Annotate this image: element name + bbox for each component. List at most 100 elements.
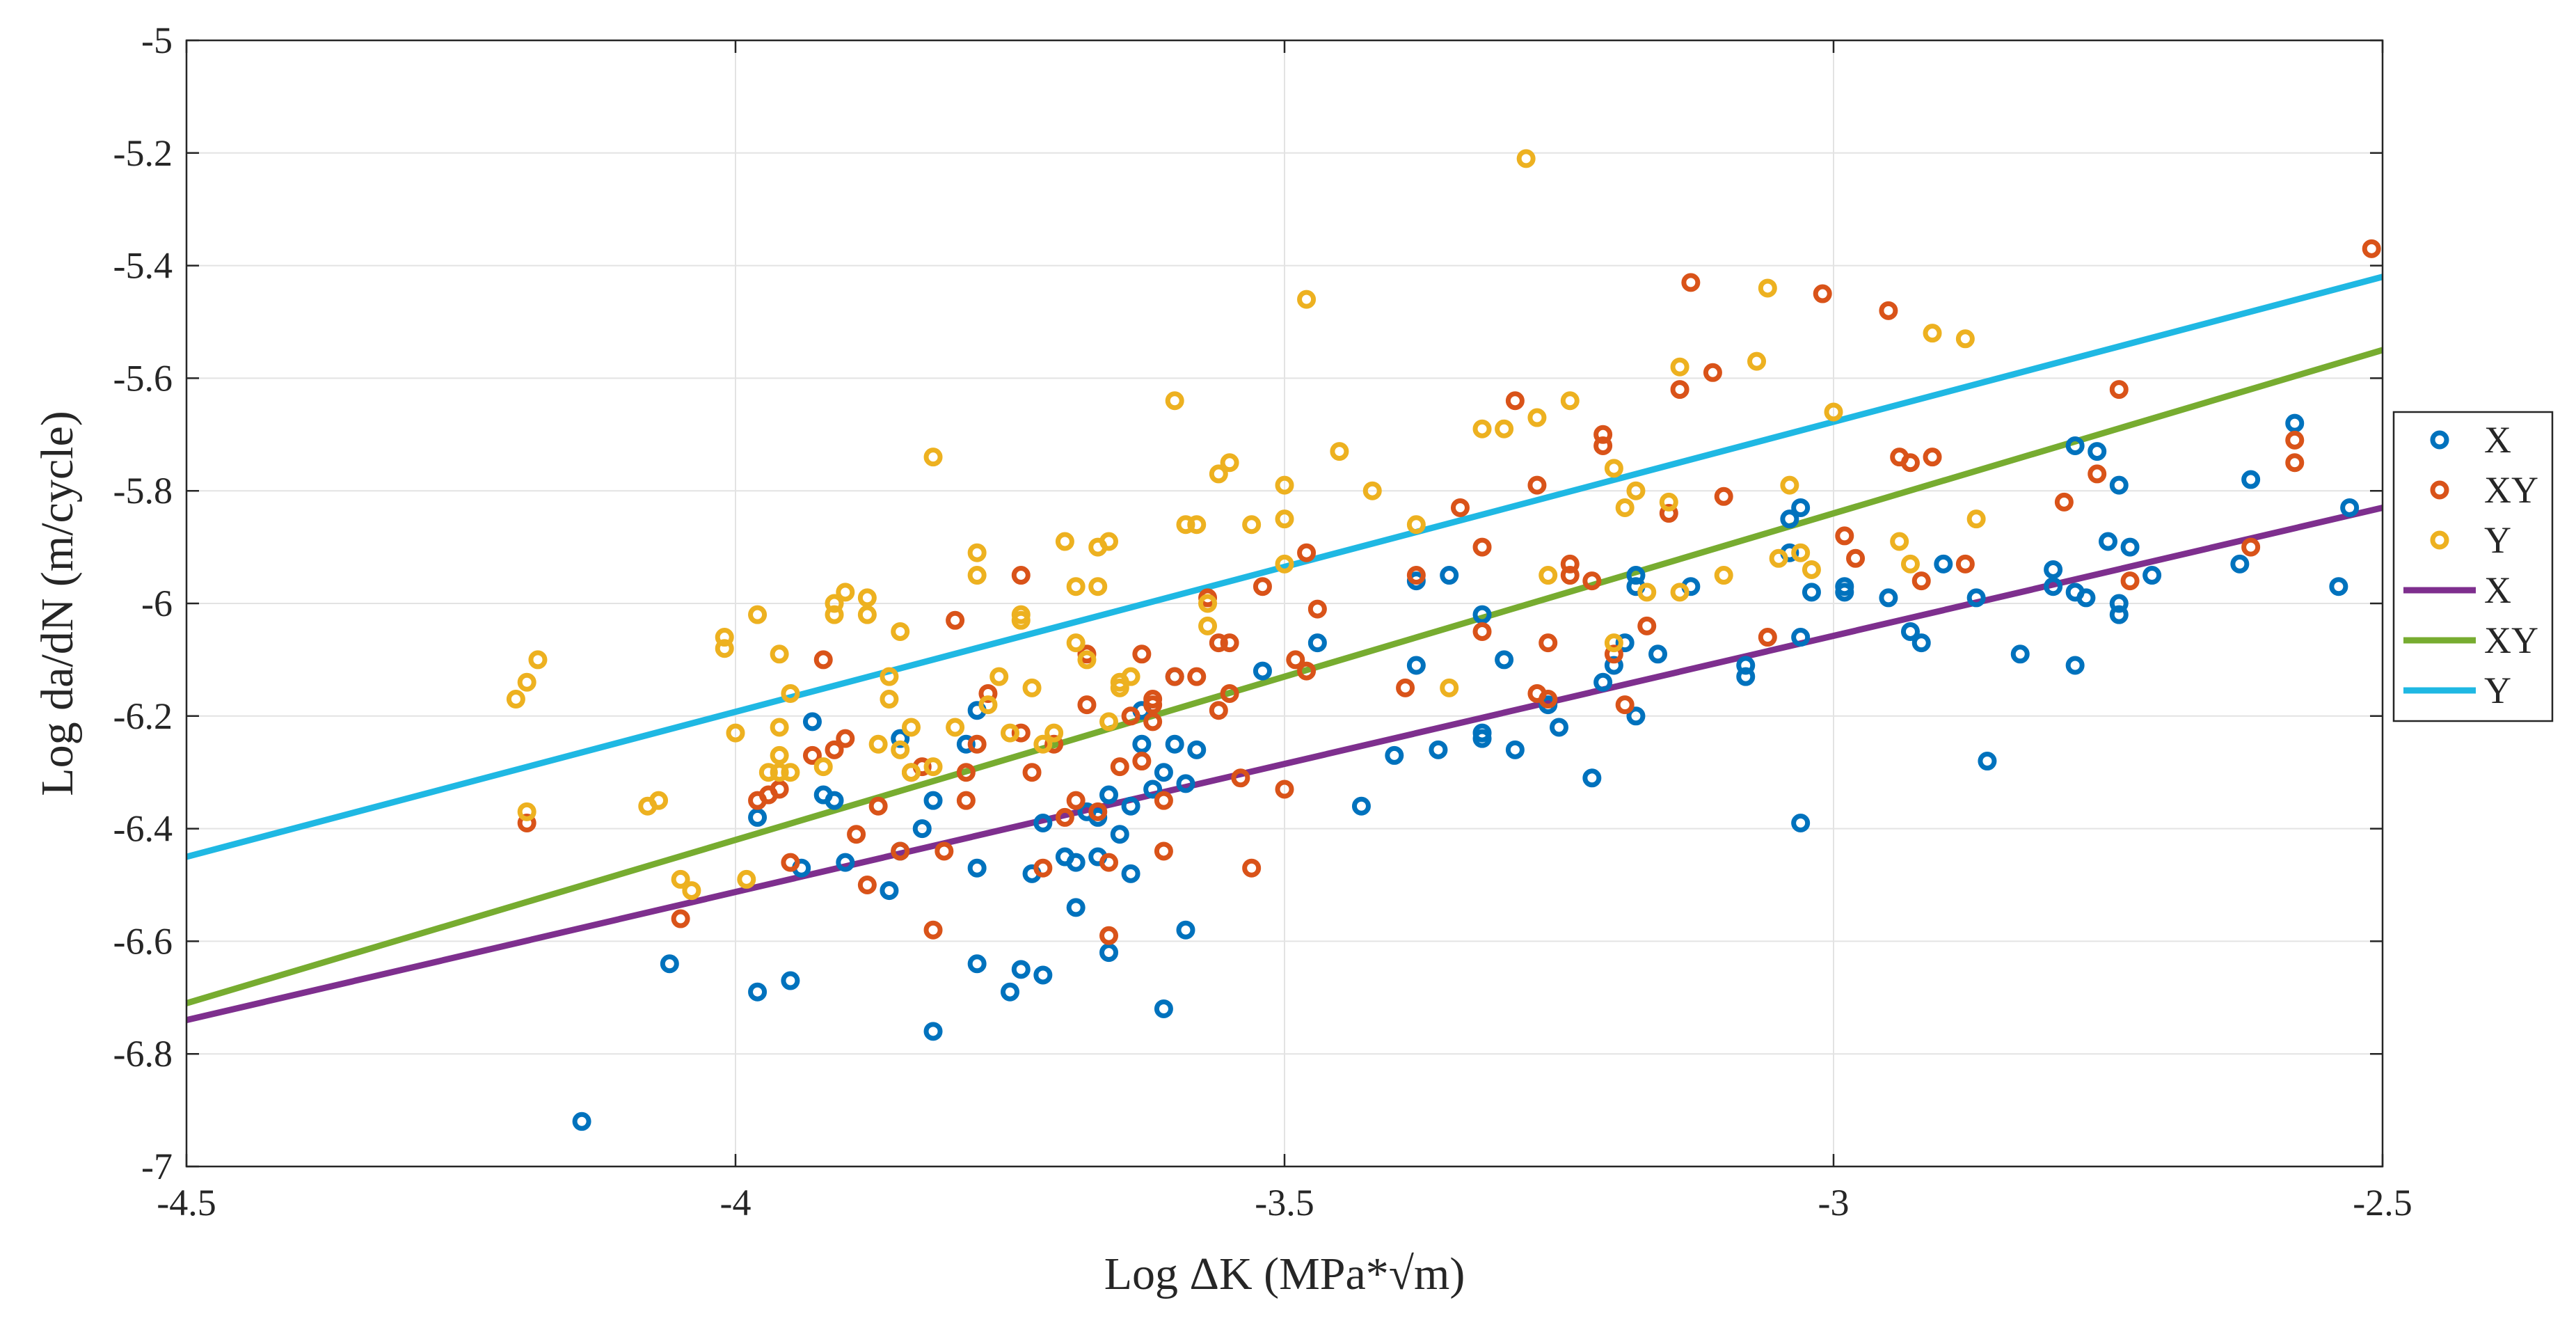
point-xy — [978, 683, 998, 703]
legend-box — [2392, 411, 2554, 722]
point-x — [1176, 920, 1195, 940]
point-y — [1714, 566, 1733, 585]
point-y — [1187, 515, 1207, 535]
point-x — [1099, 785, 1119, 805]
point-xy — [1714, 487, 1733, 506]
point-x — [1791, 498, 1811, 517]
point-y — [1066, 633, 1086, 653]
point-x — [956, 734, 976, 754]
legend-label: X — [2484, 569, 2511, 611]
point-y — [1297, 290, 1317, 309]
y-tick-label: -5.6 — [113, 357, 173, 399]
point-xy — [1879, 301, 1898, 320]
point-y — [1560, 391, 1580, 411]
point-x — [2010, 644, 2030, 664]
point-x — [1802, 583, 1821, 602]
legend-label: Y — [2484, 519, 2511, 561]
point-x — [1001, 982, 1019, 1002]
point-xy — [1539, 690, 1558, 709]
point-xy — [1615, 695, 1635, 715]
point-x — [1385, 745, 1404, 765]
point-y — [891, 740, 910, 759]
point-xy — [956, 763, 976, 782]
point-x — [2088, 442, 2107, 461]
point-y — [1539, 566, 1558, 585]
grid-lines — [186, 40, 2383, 1166]
point-y — [770, 718, 789, 737]
point-y — [813, 757, 833, 777]
point-y — [770, 644, 789, 664]
y-axis-title: Log da/dN (m/cycle) — [32, 411, 83, 796]
point-xy — [825, 740, 844, 759]
point-xy — [1593, 425, 1613, 444]
point-y — [923, 448, 943, 467]
point-xy — [1307, 599, 1327, 619]
point-xy — [1835, 526, 1854, 546]
point-xy — [1297, 543, 1317, 562]
x-tick-label: -3.5 — [1255, 1182, 1314, 1224]
point-xy — [1396, 678, 1415, 697]
point-x — [1165, 734, 1184, 754]
y-tick-label: -6.8 — [113, 1033, 173, 1075]
point-x — [2065, 656, 2085, 675]
point-xy — [1758, 628, 1777, 647]
point-y — [1099, 532, 1119, 551]
point-xy — [1154, 791, 1173, 810]
point-xy — [671, 909, 690, 928]
point-x — [1736, 667, 1756, 686]
point-y — [967, 543, 987, 562]
point-xy — [1143, 695, 1163, 715]
point-y — [1198, 616, 1218, 635]
y-tick-label: -5.8 — [113, 470, 173, 512]
point-y — [1780, 475, 1799, 495]
point-x — [1791, 628, 1811, 647]
point-xy — [2362, 239, 2381, 258]
point-x — [1154, 999, 1173, 1018]
point-y — [1275, 554, 1294, 574]
point-x — [1934, 554, 1953, 574]
point-y — [1615, 498, 1635, 517]
point-x — [1582, 768, 1602, 788]
point-y — [1824, 402, 1843, 422]
point-xy — [1472, 622, 1492, 641]
fit-line-xy — [185, 347, 2384, 1006]
point-xy — [1044, 734, 1064, 754]
point-x — [1406, 656, 1426, 675]
series-y-points — [506, 149, 1986, 901]
point-y — [836, 583, 855, 602]
point-x — [1121, 796, 1140, 816]
point-y — [770, 745, 789, 765]
point-xy — [1297, 661, 1317, 681]
legend-label: XY — [2484, 469, 2538, 511]
point-xy — [935, 841, 954, 861]
point-y — [1165, 391, 1184, 411]
point-xy — [1165, 667, 1184, 686]
point-y — [868, 734, 888, 754]
point-x — [1879, 588, 1898, 608]
point-xy — [813, 650, 833, 670]
point-y — [737, 869, 756, 889]
point-y — [1516, 149, 1536, 168]
x-tick-label: -2.5 — [2353, 1182, 2412, 1224]
point-y — [726, 723, 745, 743]
point-x — [1593, 672, 1613, 692]
point-xy — [1813, 284, 1832, 303]
point-y — [1198, 594, 1218, 613]
point-xy — [2120, 571, 2140, 591]
point-x — [1253, 661, 1272, 681]
point-x — [967, 858, 987, 878]
point-y — [1110, 678, 1129, 697]
point-x — [748, 807, 768, 827]
point-x — [1099, 943, 1119, 963]
point-y — [1769, 548, 1788, 568]
point-y — [715, 628, 734, 647]
point-y — [1406, 515, 1426, 535]
point-y — [671, 869, 690, 889]
point-y — [1033, 734, 1053, 754]
point-x — [2285, 413, 2305, 433]
legend-marker — [2430, 430, 2449, 450]
point-xy — [1703, 363, 1722, 382]
point-y — [1604, 633, 1623, 653]
point-x — [572, 1112, 591, 1131]
